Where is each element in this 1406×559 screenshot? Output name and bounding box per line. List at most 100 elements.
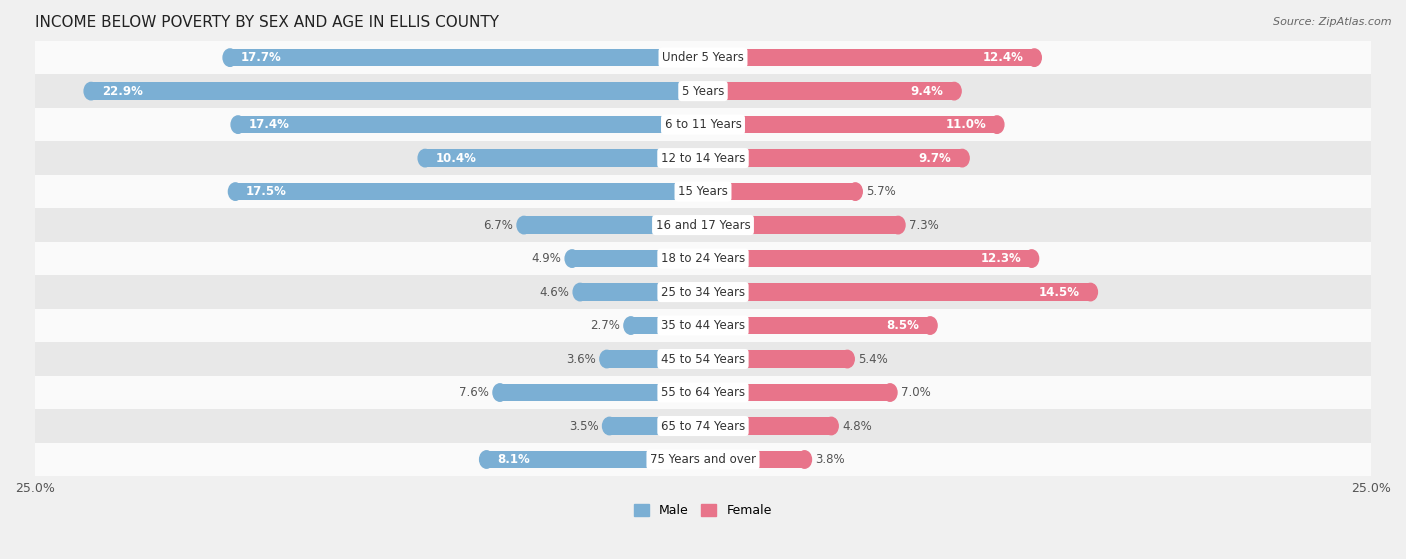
- Text: 7.6%: 7.6%: [460, 386, 489, 399]
- Circle shape: [624, 317, 638, 334]
- Circle shape: [224, 49, 238, 67]
- Bar: [572, 250, 703, 267]
- Circle shape: [883, 384, 897, 401]
- Bar: [501, 384, 703, 401]
- Bar: [581, 283, 703, 301]
- Circle shape: [948, 82, 962, 100]
- Bar: [235, 183, 703, 200]
- Bar: [35, 209, 1371, 242]
- Bar: [425, 149, 703, 167]
- Bar: [35, 376, 1371, 409]
- Text: 65 to 74 Years: 65 to 74 Years: [661, 419, 745, 433]
- Bar: [703, 418, 831, 435]
- Bar: [703, 384, 890, 401]
- Circle shape: [231, 116, 245, 133]
- Bar: [703, 317, 931, 334]
- Text: 15 Years: 15 Years: [678, 185, 728, 198]
- Text: 8.5%: 8.5%: [887, 319, 920, 332]
- Bar: [703, 350, 848, 368]
- Bar: [35, 74, 1371, 108]
- Text: 12.4%: 12.4%: [983, 51, 1024, 64]
- Bar: [35, 309, 1371, 342]
- Text: 7.0%: 7.0%: [901, 386, 931, 399]
- Text: 9.4%: 9.4%: [911, 84, 943, 98]
- Circle shape: [565, 250, 579, 267]
- Text: 6 to 11 Years: 6 to 11 Years: [665, 118, 741, 131]
- Bar: [607, 350, 703, 368]
- Bar: [609, 418, 703, 435]
- Bar: [35, 443, 1371, 476]
- Bar: [35, 276, 1371, 309]
- Circle shape: [418, 149, 432, 167]
- Text: 8.1%: 8.1%: [498, 453, 530, 466]
- Text: 45 to 54 Years: 45 to 54 Years: [661, 353, 745, 366]
- Bar: [703, 183, 855, 200]
- Bar: [703, 116, 997, 133]
- Text: 4.6%: 4.6%: [540, 286, 569, 299]
- Bar: [35, 242, 1371, 276]
- Text: 3.6%: 3.6%: [567, 353, 596, 366]
- Bar: [238, 116, 703, 133]
- Bar: [35, 141, 1371, 175]
- Text: 35 to 44 Years: 35 to 44 Years: [661, 319, 745, 332]
- Bar: [35, 108, 1371, 141]
- Circle shape: [848, 183, 862, 200]
- Circle shape: [517, 216, 531, 234]
- Text: 4.9%: 4.9%: [531, 252, 561, 265]
- Text: 55 to 64 Years: 55 to 64 Years: [661, 386, 745, 399]
- Text: 25 to 34 Years: 25 to 34 Years: [661, 286, 745, 299]
- Circle shape: [228, 183, 242, 200]
- Text: 16 and 17 Years: 16 and 17 Years: [655, 219, 751, 231]
- Circle shape: [990, 116, 1004, 133]
- Bar: [703, 283, 1091, 301]
- Text: 7.3%: 7.3%: [908, 219, 939, 231]
- Text: 6.7%: 6.7%: [484, 219, 513, 231]
- Text: 11.0%: 11.0%: [945, 118, 986, 131]
- Text: 22.9%: 22.9%: [101, 84, 142, 98]
- Text: 5.4%: 5.4%: [858, 353, 887, 366]
- Text: 14.5%: 14.5%: [1039, 286, 1080, 299]
- Text: Under 5 Years: Under 5 Years: [662, 51, 744, 64]
- Circle shape: [1025, 250, 1039, 267]
- Text: 5.7%: 5.7%: [866, 185, 896, 198]
- Bar: [35, 41, 1371, 74]
- Bar: [703, 49, 1035, 67]
- Text: 17.4%: 17.4%: [249, 118, 290, 131]
- Text: 12 to 14 Years: 12 to 14 Years: [661, 151, 745, 164]
- Circle shape: [84, 82, 98, 100]
- Bar: [631, 317, 703, 334]
- Text: INCOME BELOW POVERTY BY SEX AND AGE IN ELLIS COUNTY: INCOME BELOW POVERTY BY SEX AND AGE IN E…: [35, 15, 499, 30]
- Bar: [703, 250, 1032, 267]
- Text: 12.3%: 12.3%: [980, 252, 1021, 265]
- Bar: [524, 216, 703, 234]
- Text: 75 Years and over: 75 Years and over: [650, 453, 756, 466]
- Text: 4.8%: 4.8%: [842, 419, 872, 433]
- Circle shape: [603, 418, 616, 435]
- Circle shape: [841, 350, 855, 368]
- Text: 5 Years: 5 Years: [682, 84, 724, 98]
- Text: 3.5%: 3.5%: [569, 419, 599, 433]
- Circle shape: [955, 149, 969, 167]
- Circle shape: [797, 451, 811, 468]
- Circle shape: [824, 418, 838, 435]
- Bar: [35, 409, 1371, 443]
- Text: 18 to 24 Years: 18 to 24 Years: [661, 252, 745, 265]
- Circle shape: [1084, 283, 1098, 301]
- Circle shape: [494, 384, 506, 401]
- Text: Source: ZipAtlas.com: Source: ZipAtlas.com: [1274, 17, 1392, 27]
- Text: 3.8%: 3.8%: [815, 453, 845, 466]
- Circle shape: [924, 317, 936, 334]
- Bar: [91, 82, 703, 100]
- Text: 17.7%: 17.7%: [240, 51, 281, 64]
- Text: 2.7%: 2.7%: [591, 319, 620, 332]
- Circle shape: [891, 216, 905, 234]
- Bar: [703, 451, 804, 468]
- Circle shape: [479, 451, 494, 468]
- Bar: [35, 175, 1371, 209]
- Bar: [231, 49, 703, 67]
- Bar: [703, 216, 898, 234]
- Text: 9.7%: 9.7%: [918, 151, 952, 164]
- Bar: [35, 342, 1371, 376]
- Bar: [703, 149, 962, 167]
- Bar: [486, 451, 703, 468]
